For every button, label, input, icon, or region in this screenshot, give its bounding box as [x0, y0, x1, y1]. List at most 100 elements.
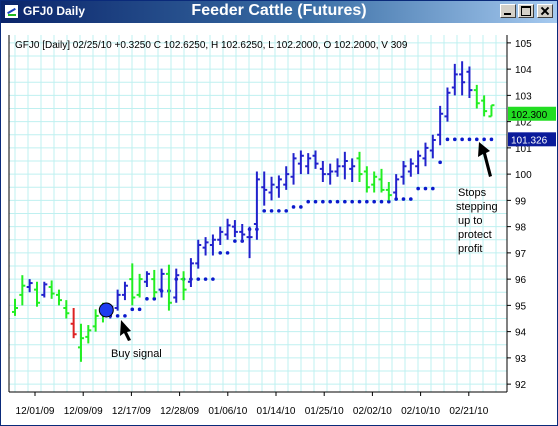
price-bar [327, 163, 334, 185]
price-bar [217, 226, 224, 245]
price-bar [231, 220, 238, 238]
price-bar [305, 153, 312, 175]
price-bar [451, 63, 458, 96]
stop-dot [152, 297, 157, 301]
stops-label-line-1: Stops [458, 187, 487, 199]
price-bar [180, 271, 187, 301]
maximize-icon[interactable] [518, 4, 534, 18]
stop-dot [474, 137, 479, 142]
stop-dot [123, 314, 127, 318]
stop-dot [357, 199, 362, 204]
price-bar [19, 275, 26, 306]
price-bar [195, 239, 202, 269]
price-bar [356, 151, 363, 182]
buy-signal-marker [98, 302, 114, 318]
stop-dot [343, 199, 347, 204]
price-tick-label: 104 [515, 65, 532, 76]
stop-dot [445, 137, 450, 142]
price-bar [297, 150, 304, 175]
stop-dot [387, 199, 391, 204]
price-bar [41, 281, 48, 298]
window-title: GFJ0 Daily [23, 4, 86, 18]
stop-dot [284, 209, 289, 213]
stops-label-line-5: profit [458, 243, 482, 255]
stop-dot [277, 209, 281, 213]
price-bar [481, 95, 488, 117]
stops-arrow [478, 142, 492, 177]
date-tick-label: 02/21/10 [449, 406, 488, 417]
minimize-icon[interactable] [500, 4, 516, 18]
price-bar [466, 66, 473, 98]
stop-dot [321, 199, 325, 204]
price-tick-label: 102 [515, 118, 532, 129]
price-tick-label: 96 [515, 275, 527, 286]
price-axis-labels: 92 93 94 95 96 97 98 99 100 101 102 103 104 105 [507, 39, 532, 391]
price-bar [151, 269, 158, 298]
chart-grid [9, 35, 507, 392]
stop-dot [438, 160, 442, 165]
stop-dot [225, 251, 230, 255]
stops-label-line-2: stepping [456, 201, 498, 213]
stop-dot [291, 205, 296, 209]
stop-dot [482, 137, 486, 142]
price-chart[interactable]: GFJ0 [Daily] 02/25/10 +0.3250 C 102.6250… [1, 23, 557, 425]
price-bar [371, 171, 378, 193]
price-tags: 102.300 101.326 [508, 106, 556, 147]
price-bar [341, 151, 348, 180]
price-bar [319, 161, 326, 182]
date-tick-label: 01/06/10 [208, 406, 247, 417]
price-bar [268, 176, 275, 201]
stop-dot [306, 199, 311, 204]
stop-dot [489, 137, 494, 142]
date-tick-label: 02/02/10 [353, 406, 392, 417]
stop-dot [431, 186, 435, 191]
price-bar [12, 298, 18, 316]
stop-dot [409, 197, 413, 201]
stop-dot [453, 137, 457, 142]
price-bar [312, 150, 319, 169]
price-tick-label: 103 [515, 91, 532, 102]
price-bar [173, 268, 180, 303]
price-bar [209, 234, 216, 256]
chart-app-icon[interactable] [4, 4, 19, 19]
stop-dot [115, 314, 120, 318]
price-bar [261, 171, 268, 206]
price-bar [429, 134, 436, 159]
stop-dot [233, 239, 237, 243]
price-bar [422, 142, 429, 167]
price-bar [158, 268, 165, 298]
price-bar [349, 158, 356, 182]
price-bar [275, 175, 282, 198]
title-bar[interactable]: GFJ0 Daily Feeder Cattle (Futures) [1, 1, 557, 23]
stop-dot [335, 199, 340, 204]
stop-dot [460, 137, 464, 142]
buy-signal-arrow [120, 320, 131, 341]
price-bar [136, 273, 143, 298]
stop-dot [130, 307, 135, 312]
price-bar [48, 280, 55, 299]
price-bar [85, 325, 92, 344]
price-bar [239, 224, 246, 243]
price-bar [393, 174, 400, 198]
stop-dot [269, 209, 274, 213]
stop-dot [196, 277, 201, 281]
date-tick-label: 12/09/09 [64, 406, 103, 417]
price-bar [187, 258, 194, 287]
stops-label-line-4: protect [458, 229, 492, 241]
price-bar [437, 105, 444, 146]
close-icon[interactable] [537, 4, 553, 18]
price-bar [363, 166, 370, 193]
price-tick-label: 92 [515, 380, 527, 391]
price-bar [473, 84, 480, 109]
date-axis-labels: 12/01/09 12/09/09 12/17/09 12/28/09 01/06/10… [16, 392, 489, 417]
stop-dot [394, 197, 398, 201]
stop-dot [313, 199, 318, 204]
price-bar [114, 289, 121, 311]
stops-label-line-3: up to [458, 215, 482, 227]
price-bar [121, 281, 128, 301]
stop-dot [211, 277, 215, 281]
stop-dot [299, 205, 303, 209]
price-bar [33, 281, 40, 307]
stop-dot [328, 199, 332, 204]
